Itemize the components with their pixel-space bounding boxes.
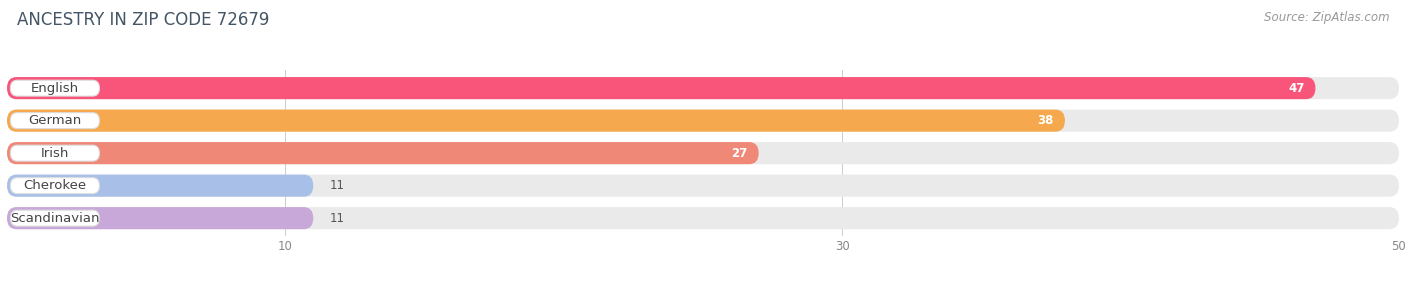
FancyBboxPatch shape xyxy=(10,80,100,96)
FancyBboxPatch shape xyxy=(7,77,1399,99)
Text: English: English xyxy=(31,81,79,95)
FancyBboxPatch shape xyxy=(7,175,314,197)
FancyBboxPatch shape xyxy=(10,178,100,194)
Text: Irish: Irish xyxy=(41,147,69,160)
Text: 11: 11 xyxy=(330,212,344,225)
Text: 27: 27 xyxy=(731,147,748,160)
FancyBboxPatch shape xyxy=(7,77,1316,99)
Text: Scandinavian: Scandinavian xyxy=(10,212,100,225)
Text: Source: ZipAtlas.com: Source: ZipAtlas.com xyxy=(1264,11,1389,24)
Text: 47: 47 xyxy=(1288,81,1305,95)
FancyBboxPatch shape xyxy=(7,207,314,229)
Text: 38: 38 xyxy=(1038,114,1053,127)
FancyBboxPatch shape xyxy=(7,142,759,164)
Text: German: German xyxy=(28,114,82,127)
FancyBboxPatch shape xyxy=(7,110,1064,132)
Text: 11: 11 xyxy=(330,179,344,192)
Text: ANCESTRY IN ZIP CODE 72679: ANCESTRY IN ZIP CODE 72679 xyxy=(17,11,269,29)
FancyBboxPatch shape xyxy=(7,142,1399,164)
FancyBboxPatch shape xyxy=(10,145,100,161)
FancyBboxPatch shape xyxy=(10,210,100,226)
FancyBboxPatch shape xyxy=(7,110,1399,132)
FancyBboxPatch shape xyxy=(7,207,1399,229)
FancyBboxPatch shape xyxy=(10,113,100,129)
FancyBboxPatch shape xyxy=(7,175,1399,197)
Text: Cherokee: Cherokee xyxy=(24,179,87,192)
